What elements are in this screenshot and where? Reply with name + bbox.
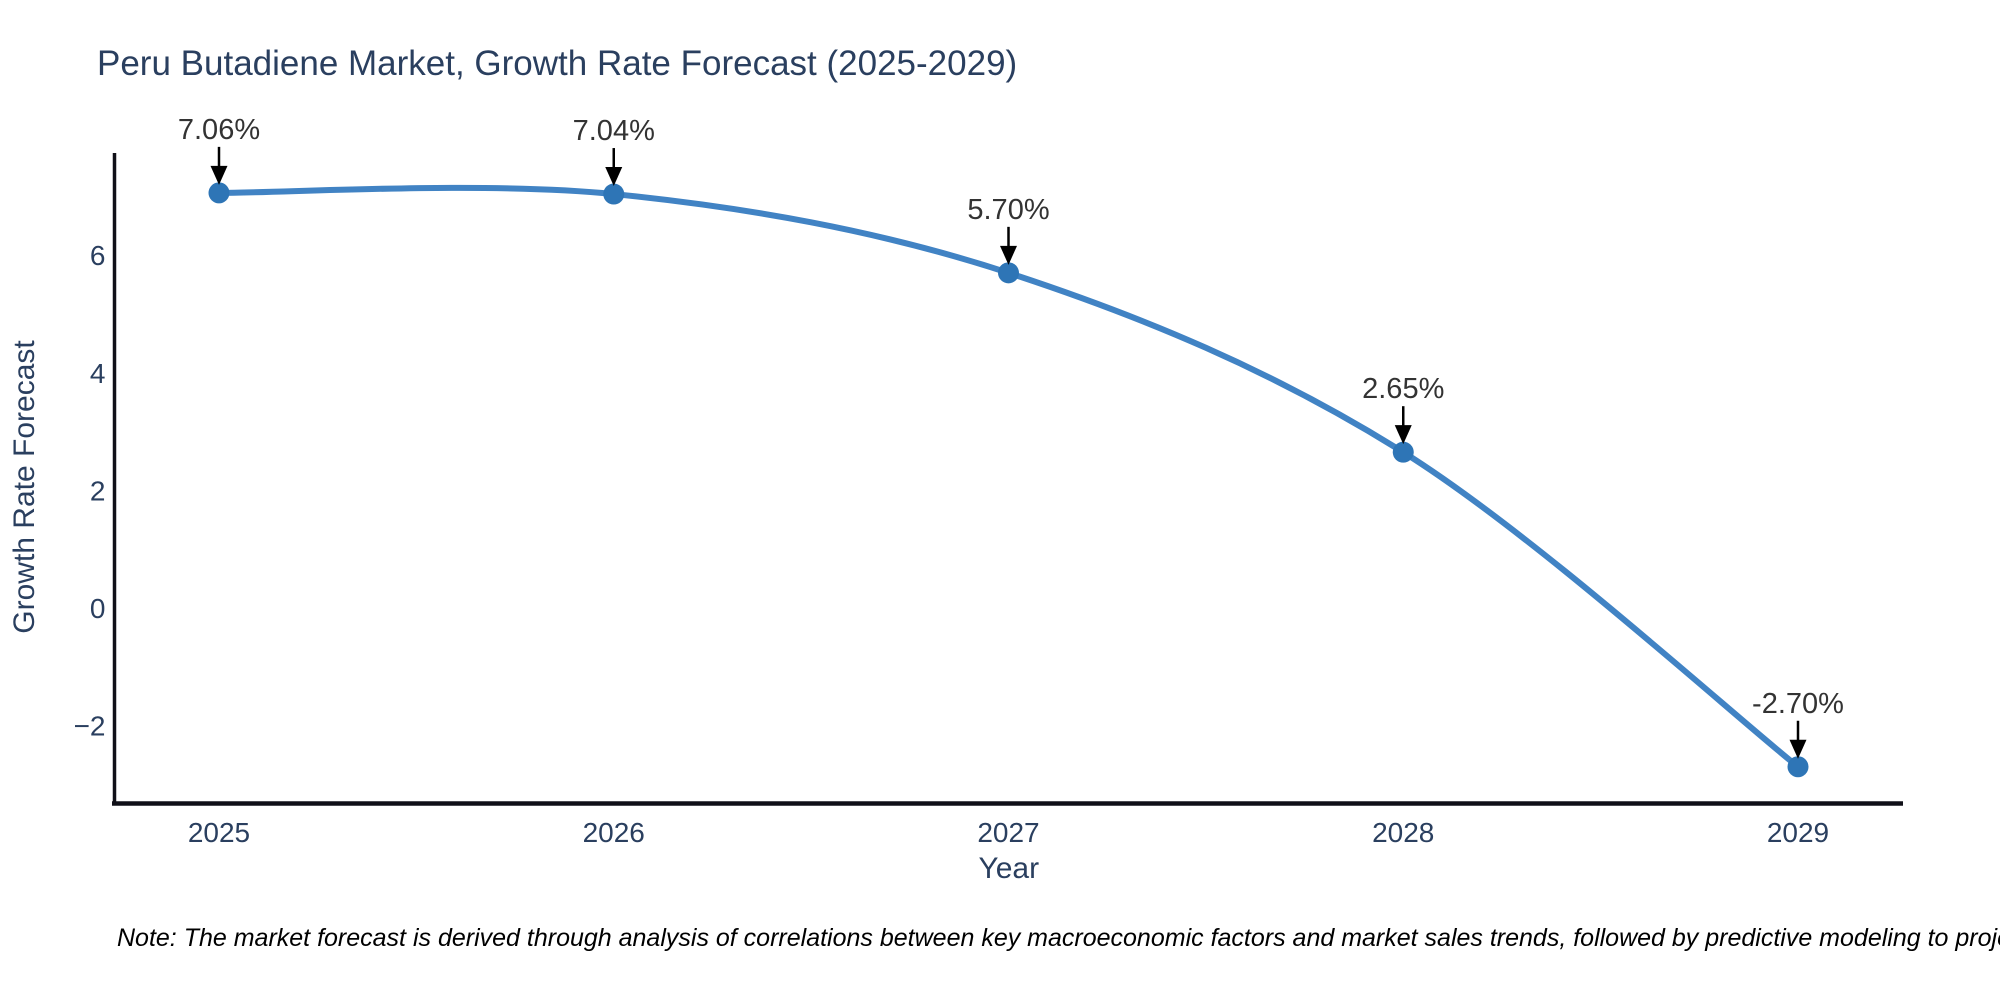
x-axis-title: Year xyxy=(978,852,1039,885)
annotation-arrow-head xyxy=(210,165,228,185)
footnote-text: Note: The market forecast is derived thr… xyxy=(117,924,2000,952)
y-tick-label: 0 xyxy=(90,593,106,624)
annotation-arrow-head xyxy=(1789,739,1807,759)
annotation-label: 7.04% xyxy=(573,115,655,147)
data-point-marker xyxy=(208,182,230,204)
annotation-arrow-head xyxy=(1394,425,1412,445)
data-point-marker xyxy=(1787,756,1809,778)
x-tick-label: 2025 xyxy=(188,817,250,848)
y-axis-title: Growth Rate Forecast xyxy=(8,340,41,634)
annotation-arrow-head xyxy=(605,167,623,187)
y-tick-label: −2 xyxy=(74,711,106,742)
chart-title: Peru Butadiene Market, Growth Rate Forec… xyxy=(97,44,1018,83)
data-point-marker xyxy=(1392,441,1414,463)
annotation-label: 7.06% xyxy=(178,114,260,146)
x-tick-label: 2028 xyxy=(1372,817,1434,848)
x-tick-label: 2029 xyxy=(1767,817,1829,848)
annotation-label: -2.70% xyxy=(1752,688,1844,720)
annotation-arrow-head xyxy=(1000,245,1017,265)
x-tick-label: 2027 xyxy=(977,817,1039,848)
annotation-label: 5.70% xyxy=(967,194,1049,226)
y-tick-label: 2 xyxy=(90,475,106,506)
data-point-marker xyxy=(603,183,625,205)
y-tick-label: 6 xyxy=(90,240,106,271)
data-point-marker xyxy=(998,262,1019,284)
x-tick-label: 2026 xyxy=(583,817,645,848)
y-tick-label: 4 xyxy=(90,358,106,389)
annotation-label: 2.65% xyxy=(1362,373,1444,405)
